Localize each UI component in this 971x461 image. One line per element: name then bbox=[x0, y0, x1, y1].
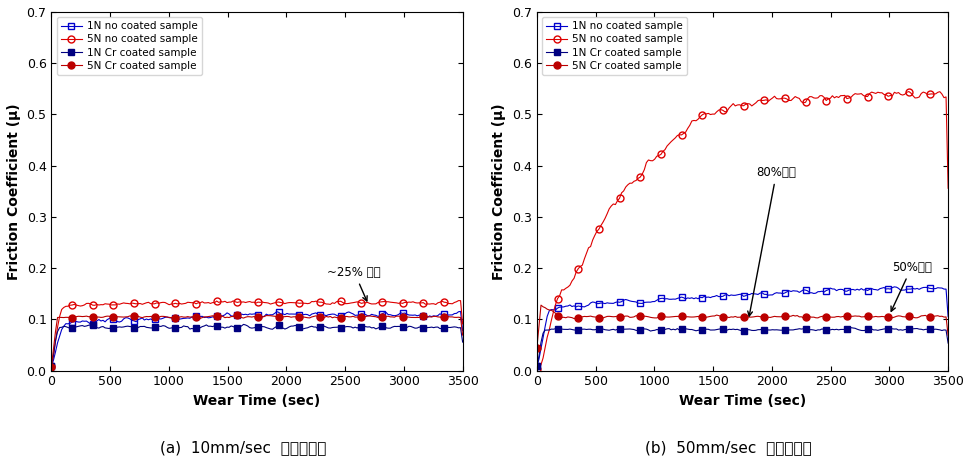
Y-axis label: Friction Coefficient (μ): Friction Coefficient (μ) bbox=[492, 103, 507, 279]
1N no coated sample bbox=[62, 321, 74, 326]
Text: ~25% 감소: ~25% 감소 bbox=[327, 266, 381, 301]
1N Cr coated sample bbox=[923, 326, 935, 332]
1N Cr coated sample bbox=[608, 326, 619, 332]
Line: 1N no coated sample: 1N no coated sample bbox=[48, 308, 466, 370]
1N Cr coated sample bbox=[438, 325, 450, 331]
1N no coated sample bbox=[555, 304, 567, 310]
5N Cr coated sample bbox=[610, 314, 621, 319]
Line: 1N Cr coated sample: 1N Cr coated sample bbox=[533, 324, 952, 370]
1N Cr coated sample bbox=[46, 363, 57, 369]
5N no coated sample bbox=[452, 298, 464, 303]
Y-axis label: Friction Coefficient (μ): Friction Coefficient (μ) bbox=[7, 103, 21, 279]
5N no coated sample bbox=[909, 95, 921, 100]
1N Cr coated sample bbox=[548, 326, 559, 332]
5N Cr coated sample bbox=[62, 315, 74, 320]
1N Cr coated sample bbox=[122, 324, 134, 329]
5N Cr coated sample bbox=[438, 314, 450, 320]
5N Cr coated sample bbox=[155, 313, 167, 319]
5N no coated sample bbox=[923, 91, 935, 97]
5N Cr coated sample bbox=[423, 314, 435, 319]
1N Cr coated sample bbox=[456, 339, 468, 345]
1N no coated sample bbox=[608, 301, 619, 306]
5N no coated sample bbox=[548, 309, 559, 315]
5N Cr coated sample bbox=[942, 332, 954, 338]
1N no coated sample bbox=[70, 319, 82, 324]
5N no coated sample bbox=[421, 301, 433, 307]
1N no coated sample bbox=[548, 307, 559, 313]
Legend: 1N no coated sample, 5N no coated sample, 1N Cr coated sample, 5N Cr coated samp: 1N no coated sample, 5N no coated sample… bbox=[542, 17, 687, 75]
5N no coated sample bbox=[531, 366, 543, 372]
Text: (b)  50mm/sec  마모시험편: (b) 50mm/sec 마모시험편 bbox=[645, 440, 812, 455]
1N Cr coated sample bbox=[942, 340, 954, 346]
1N Cr coated sample bbox=[531, 364, 543, 369]
5N no coated sample bbox=[62, 303, 74, 309]
1N Cr coated sample bbox=[423, 325, 435, 330]
5N Cr coated sample bbox=[70, 314, 82, 319]
5N no coated sample bbox=[942, 185, 954, 191]
Legend: 1N no coated sample, 5N no coated sample, 1N Cr coated sample, 5N Cr coated samp: 1N no coated sample, 5N no coated sample… bbox=[56, 17, 202, 75]
1N no coated sample bbox=[122, 315, 134, 321]
5N Cr coated sample bbox=[456, 332, 468, 338]
1N Cr coated sample bbox=[70, 324, 82, 330]
1N no coated sample bbox=[942, 314, 954, 319]
5N Cr coated sample bbox=[643, 314, 654, 319]
1N Cr coated sample bbox=[555, 326, 567, 332]
Text: (a)  10mm/sec  마모시험편: (a) 10mm/sec 마모시험편 bbox=[159, 440, 326, 455]
1N Cr coated sample bbox=[62, 325, 74, 330]
1N Cr coated sample bbox=[909, 326, 921, 331]
5N Cr coated sample bbox=[46, 364, 57, 370]
1N no coated sample bbox=[923, 285, 935, 291]
5N Cr coated sample bbox=[558, 314, 570, 320]
5N no coated sample bbox=[436, 298, 448, 304]
1N no coated sample bbox=[456, 328, 468, 333]
1N no coated sample bbox=[531, 364, 543, 369]
5N Cr coated sample bbox=[531, 345, 543, 351]
1N Cr coated sample bbox=[845, 325, 856, 331]
5N no coated sample bbox=[155, 300, 167, 305]
5N Cr coated sample bbox=[122, 314, 134, 319]
X-axis label: Wear Time (sec): Wear Time (sec) bbox=[679, 394, 806, 408]
5N no coated sample bbox=[903, 89, 915, 95]
1N no coated sample bbox=[421, 314, 433, 320]
1N no coated sample bbox=[436, 312, 448, 318]
Line: 5N Cr coated sample: 5N Cr coated sample bbox=[533, 301, 952, 352]
1N no coated sample bbox=[909, 286, 921, 292]
5N Cr coated sample bbox=[923, 314, 935, 320]
1N no coated sample bbox=[641, 300, 653, 305]
5N Cr coated sample bbox=[231, 313, 243, 318]
Text: 50%감소: 50%감소 bbox=[891, 260, 931, 311]
Text: 80%감소: 80%감소 bbox=[748, 166, 796, 316]
Line: 5N no coated sample: 5N no coated sample bbox=[533, 88, 952, 373]
1N Cr coated sample bbox=[155, 324, 167, 329]
5N no coated sample bbox=[456, 321, 468, 327]
Line: 5N Cr coated sample: 5N Cr coated sample bbox=[48, 312, 466, 371]
1N no coated sample bbox=[454, 308, 466, 314]
1N no coated sample bbox=[155, 316, 167, 322]
5N no coated sample bbox=[608, 201, 619, 207]
Line: 5N no coated sample: 5N no coated sample bbox=[48, 297, 466, 369]
5N no coated sample bbox=[641, 160, 653, 165]
5N no coated sample bbox=[122, 301, 134, 306]
5N Cr coated sample bbox=[550, 310, 561, 316]
1N Cr coated sample bbox=[238, 322, 250, 327]
X-axis label: Wear Time (sec): Wear Time (sec) bbox=[193, 394, 320, 408]
1N Cr coated sample bbox=[641, 326, 653, 332]
5N Cr coated sample bbox=[535, 302, 547, 308]
5N no coated sample bbox=[46, 363, 57, 369]
5N no coated sample bbox=[555, 287, 567, 293]
Line: 1N no coated sample: 1N no coated sample bbox=[533, 284, 952, 370]
Line: 1N Cr coated sample: 1N Cr coated sample bbox=[48, 321, 466, 369]
5N no coated sample bbox=[70, 302, 82, 308]
1N no coated sample bbox=[888, 284, 900, 290]
5N Cr coated sample bbox=[909, 315, 921, 320]
1N no coated sample bbox=[46, 364, 57, 369]
